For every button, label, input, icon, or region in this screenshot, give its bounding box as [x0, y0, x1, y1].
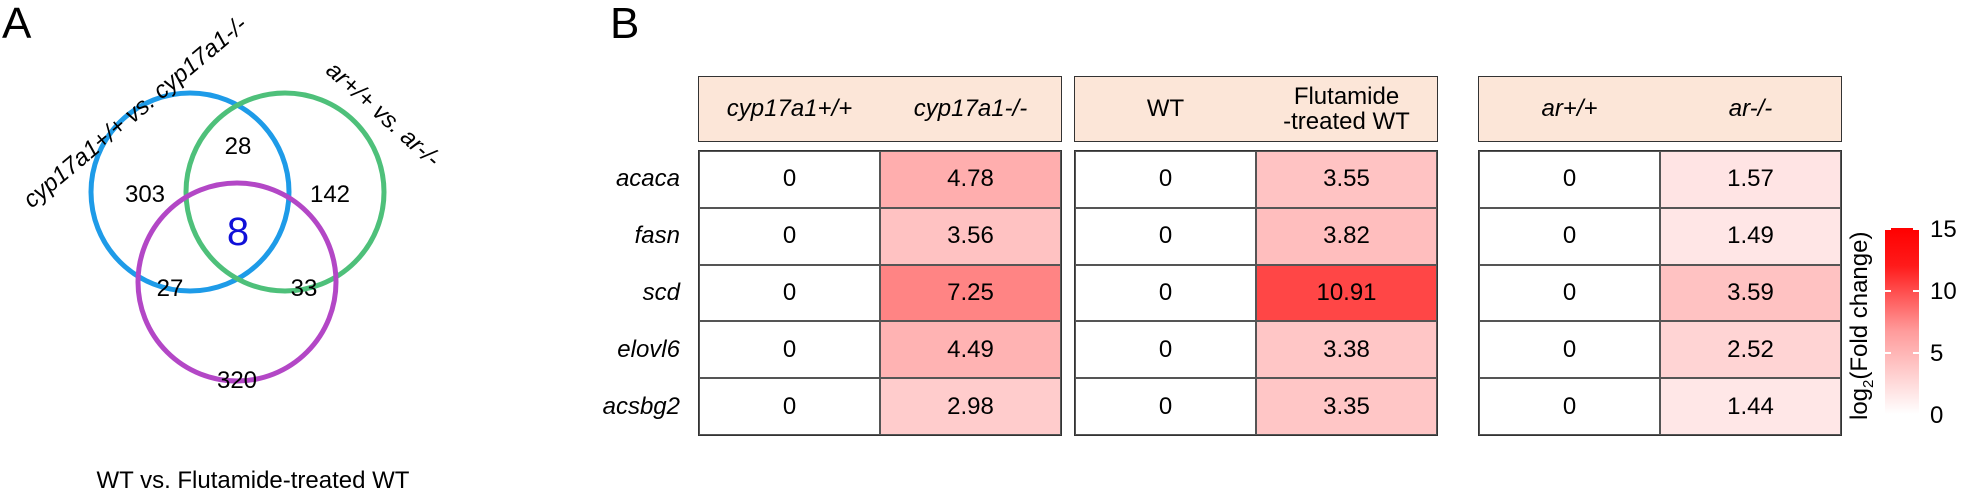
- legend-title-sub: 2: [1859, 379, 1877, 388]
- legend-tick-label: 5: [1930, 340, 1944, 367]
- legend-tick-mark: [1913, 290, 1919, 292]
- heatmap-cell: 7.25: [880, 264, 1061, 322]
- heatmap-cell: 4.49: [880, 321, 1061, 379]
- venn-count-ar-only: 142: [310, 181, 350, 208]
- legend-title: log2(Fold change): [1846, 232, 1877, 420]
- gene-label-acaca: acaca: [615, 164, 680, 192]
- heatmap-cell: 0: [699, 151, 880, 208]
- legend-tick-label: 0: [1930, 402, 1944, 429]
- legend-tick-label: 15: [1930, 216, 1957, 243]
- heatmap-cell: 1.44: [1660, 378, 1841, 435]
- gene-label-acsbg2: acsbg2: [602, 393, 680, 421]
- panel-letter-a: A: [2, 0, 32, 48]
- legend-tick-mark: [1885, 290, 1891, 292]
- heatmap-cell: 0: [1075, 378, 1256, 435]
- legend-tick-mark: [1885, 228, 1891, 230]
- heatmap-cell: 0: [699, 321, 880, 379]
- legend-title-rest: (Fold change): [1846, 231, 1873, 380]
- column-header: Flutamide -treated WT: [1283, 82, 1410, 135]
- group-header-3: ar+/+ ar-/-: [1478, 76, 1842, 142]
- heatmap-cell: 0: [1075, 151, 1256, 208]
- heatmap-cell: 0: [1479, 378, 1660, 435]
- heatmap-cell: 10.91: [1256, 264, 1437, 322]
- heatmap-cell: 0: [1479, 207, 1660, 265]
- legend-tick-mark: [1913, 352, 1919, 354]
- venn-circle-wt: [135, 180, 339, 384]
- heatmap-cell: 1.57: [1660, 151, 1841, 208]
- venn-count-ar-wt: 33: [291, 275, 318, 302]
- column-header: cyp17a1+/+: [726, 95, 853, 123]
- column-header: WT: [1146, 95, 1185, 123]
- venn-circle-cyp17a1: [88, 90, 292, 294]
- venn-count-cyp-ar: 28: [225, 133, 252, 160]
- legend-tick-mark: [1885, 352, 1891, 354]
- heatmap-cell: 3.59: [1660, 264, 1841, 322]
- heatmap-cell: 1.49: [1660, 207, 1841, 265]
- venn-diagram: cyp17a1+/+ vs. cyp17a1-/- ar+/+ vs. ar-/…: [18, 11, 446, 494]
- panel-letter-b: B: [610, 0, 640, 48]
- heatmap-group-2: 0 3.55 0 3.82 0 10.91 0 3.38 0 3.35: [1074, 150, 1438, 436]
- heatmap-cell: 0: [1479, 321, 1660, 379]
- gene-label-fasn: fasn: [634, 221, 680, 249]
- venn-circle-ar: [183, 90, 387, 294]
- legend-colorbar: [1885, 228, 1919, 414]
- heatmap-cell: 2.98: [880, 378, 1061, 435]
- heatmap-cell: 3.55: [1256, 151, 1437, 208]
- heatmap-cell: 0: [1479, 151, 1660, 208]
- heatmap-cell: 3.38: [1256, 321, 1437, 379]
- heatmap-cell: 0: [699, 207, 880, 265]
- heatmap-cell: 3.35: [1256, 378, 1437, 435]
- gene-label-elovl6: elovl6: [617, 336, 680, 364]
- heatmap-cell: 3.56: [880, 207, 1061, 265]
- heatmap-group-3: 0 1.57 0 1.49 0 3.59 0 2.52 0 1.44: [1478, 150, 1842, 436]
- heatmap-cell: 0: [699, 378, 880, 435]
- gene-label-scd: scd: [642, 279, 680, 306]
- venn-label-ar: ar+/+ vs. ar-/-: [321, 56, 446, 172]
- heatmap-cell: 0: [1075, 207, 1256, 265]
- venn-count-wt-only: 320: [217, 367, 257, 394]
- heatmap-cell: 4.78: [880, 151, 1061, 208]
- legend-tick-mark: [1913, 228, 1919, 230]
- column-header: ar+/+: [1541, 95, 1598, 123]
- heatmap-cell: 0: [1075, 264, 1256, 322]
- venn-count-cyp-only: 303: [125, 181, 165, 208]
- group-header-2: WT Flutamide -treated WT: [1074, 76, 1438, 142]
- heatmap-cell: 2.52: [1660, 321, 1841, 379]
- heatmap-cell: 3.82: [1256, 207, 1437, 265]
- heatmap-cell: 0: [699, 264, 880, 322]
- column-header: ar-/-: [1728, 95, 1773, 123]
- heatmap-cell: 0: [1075, 321, 1256, 379]
- heatmap-cell: 0: [1479, 264, 1660, 322]
- legend-title-main: log: [1846, 387, 1873, 420]
- group-header-1: cyp17a1+/+ cyp17a1-/-: [698, 76, 1062, 142]
- column-header: cyp17a1-/-: [913, 95, 1028, 123]
- venn-count-all-three: 8: [227, 210, 249, 254]
- venn-count-cyp-wt: 27: [157, 275, 184, 302]
- heatmap-group-1: 0 4.78 0 3.56 0 7.25 0 4.49 0 2.98: [698, 150, 1062, 436]
- venn-label-wt: WT vs. Flutamide-treated WT: [97, 467, 410, 494]
- legend-tick-label: 10: [1930, 278, 1957, 305]
